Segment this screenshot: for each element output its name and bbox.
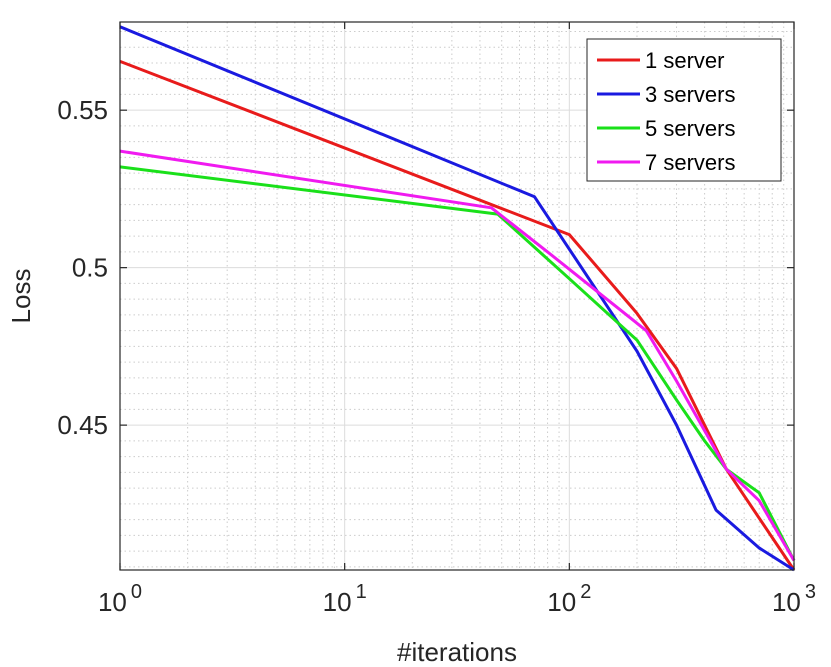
legend-label-2: 3 servers [645,82,735,107]
x-tick-label: 10 0 [98,581,142,617]
x-tick-label: 10 2 [547,581,591,617]
legend-label-3: 5 servers [645,116,735,141]
x-tick-exponent: 3 [805,581,816,603]
y-tick-marks [120,109,794,426]
x-tick-marks [119,22,795,570]
y-tick-label: 0.5 [72,253,108,283]
y-tick-label: 0.45 [57,410,108,440]
x-tick-base: 10 [98,587,127,617]
plot-area-border [119,21,795,571]
x-tick-exponent: 0 [131,581,142,603]
x-tick-base: 10 [547,587,576,617]
legend: 1 server 3 servers 5 servers 7 servers [586,38,782,182]
y-axis-label: Loss [6,269,36,324]
series-line-3 [119,165,796,562]
series-line-4 [119,149,796,562]
y-tick-label: 0.55 [57,95,108,125]
x-tick-exponent: 2 [580,581,591,603]
x-tick-base: 10 [323,587,352,617]
legend-label-1: 1 server [645,48,724,73]
series-line-1 [119,59,796,571]
x-tick-base: 10 [772,587,801,617]
legend-label-4: 7 servers [645,150,735,175]
x-axis-label: #iterations [397,637,517,667]
series-lines [119,25,796,572]
x-tick-label: 10 3 [772,581,816,617]
y-tick-labels: 0.45 0.5 0.55 [57,95,108,440]
legend-box [586,38,782,182]
x-tick-label: 10 1 [323,581,367,617]
x-tick-exponent: 1 [356,581,367,603]
series-line-2 [119,25,795,572]
x-tick-labels: 10 0 10 1 10 2 10 3 [98,581,816,617]
